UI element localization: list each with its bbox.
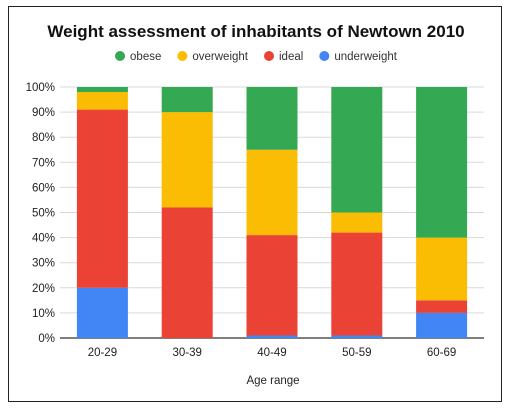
bar-overweight-60-69 — [416, 237, 468, 301]
bar-underweight-60-69 — [416, 312, 468, 338]
legend-label-overweight: overweight — [192, 51, 248, 63]
bar-underweight-50-59 — [331, 335, 383, 338]
x-axis-label: Age range — [246, 375, 299, 387]
legend: obese overweight ideal underweight — [115, 51, 398, 63]
bar-obese-30-39 — [161, 87, 213, 113]
y-tick-label: 90% — [32, 107, 55, 119]
x-axis-ticks: 20-29 30-39 40-49 50-59 60-69 — [88, 347, 457, 359]
y-axis-ticks: 0% 10% 20% 30% 40% 50% 60% 70% 80% 90% 100% — [26, 82, 55, 345]
bars — [76, 87, 468, 338]
x-tick-label: 40-49 — [257, 347, 286, 359]
bar-obese-50-59 — [331, 87, 383, 213]
y-tick-label: 80% — [32, 132, 55, 144]
legend-label-obese: obese — [130, 51, 161, 63]
y-tick-label: 40% — [32, 233, 55, 245]
bar-ideal-60-69 — [416, 300, 468, 313]
legend-label-ideal: ideal — [279, 51, 303, 63]
x-tick-label: 50-59 — [342, 347, 371, 359]
bar-obese-40-49 — [246, 87, 298, 150]
y-tick-label: 10% — [32, 308, 55, 320]
bar-ideal-50-59 — [331, 232, 383, 336]
bar-underweight-40-49 — [246, 335, 298, 338]
y-tick-label: 70% — [32, 157, 55, 169]
bar-overweight-30-39 — [161, 112, 213, 208]
legend-swatch-obese — [115, 51, 126, 61]
bar-ideal-30-39 — [161, 207, 213, 338]
y-tick-label: 60% — [32, 182, 55, 194]
y-tick-label: 0% — [38, 333, 55, 345]
bar-underweight-20-29 — [76, 287, 128, 338]
y-tick-label: 20% — [32, 283, 55, 295]
y-tick-label: 30% — [32, 258, 55, 270]
legend-swatch-overweight — [177, 51, 188, 61]
bar-obese-60-69 — [416, 87, 468, 238]
legend-swatch-ideal — [264, 51, 274, 61]
legend-swatch-underweight — [319, 51, 330, 61]
bar-obese-20-29 — [76, 87, 128, 93]
bar-ideal-40-49 — [246, 235, 298, 336]
bar-overweight-40-49 — [246, 149, 298, 236]
chart-title: Weight assessment of inhabitants of Newt… — [47, 22, 464, 41]
x-tick-label: 60-69 — [427, 347, 456, 359]
x-tick-label: 20-29 — [88, 347, 117, 359]
y-tick-label: 50% — [32, 208, 55, 220]
bar-ideal-20-29 — [76, 109, 128, 288]
x-tick-label: 30-39 — [172, 347, 201, 359]
legend-label-underweight: underweight — [334, 51, 397, 63]
bar-overweight-20-29 — [76, 92, 128, 110]
bar-overweight-50-59 — [331, 212, 383, 233]
y-tick-label: 100% — [26, 82, 55, 94]
